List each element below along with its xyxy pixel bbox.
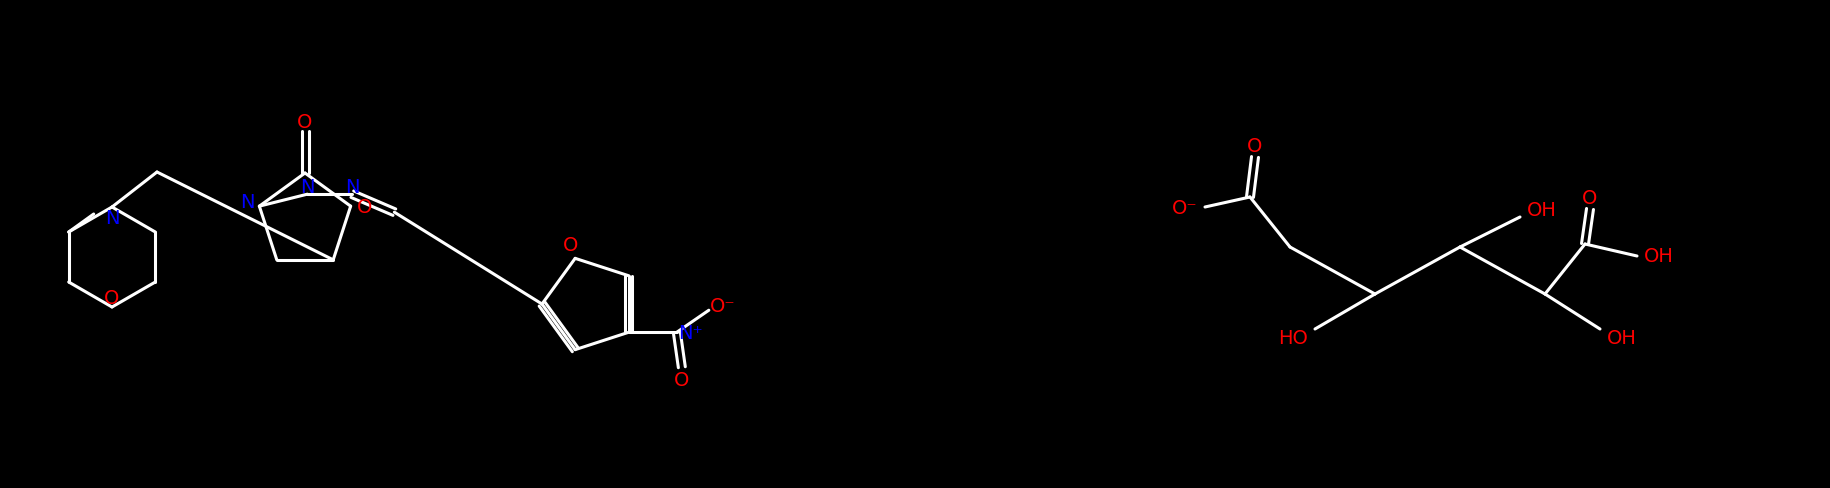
Text: N: N <box>300 177 315 196</box>
Text: OH: OH <box>1643 247 1674 266</box>
Text: OH: OH <box>1526 200 1557 219</box>
Text: N: N <box>104 208 119 227</box>
Text: O: O <box>104 288 119 307</box>
Text: O: O <box>1583 188 1598 207</box>
Text: O⁻: O⁻ <box>1173 198 1199 217</box>
Text: N: N <box>240 192 254 211</box>
Text: N⁺: N⁺ <box>679 323 703 342</box>
Text: O: O <box>357 197 371 216</box>
Text: O⁻: O⁻ <box>710 296 736 315</box>
Text: O: O <box>562 235 578 254</box>
Text: O: O <box>673 370 690 389</box>
Text: N: N <box>346 177 361 196</box>
Text: OH: OH <box>1607 328 1638 347</box>
Text: O: O <box>296 112 313 131</box>
Text: HO: HO <box>1277 328 1308 347</box>
Text: O: O <box>1248 136 1263 155</box>
